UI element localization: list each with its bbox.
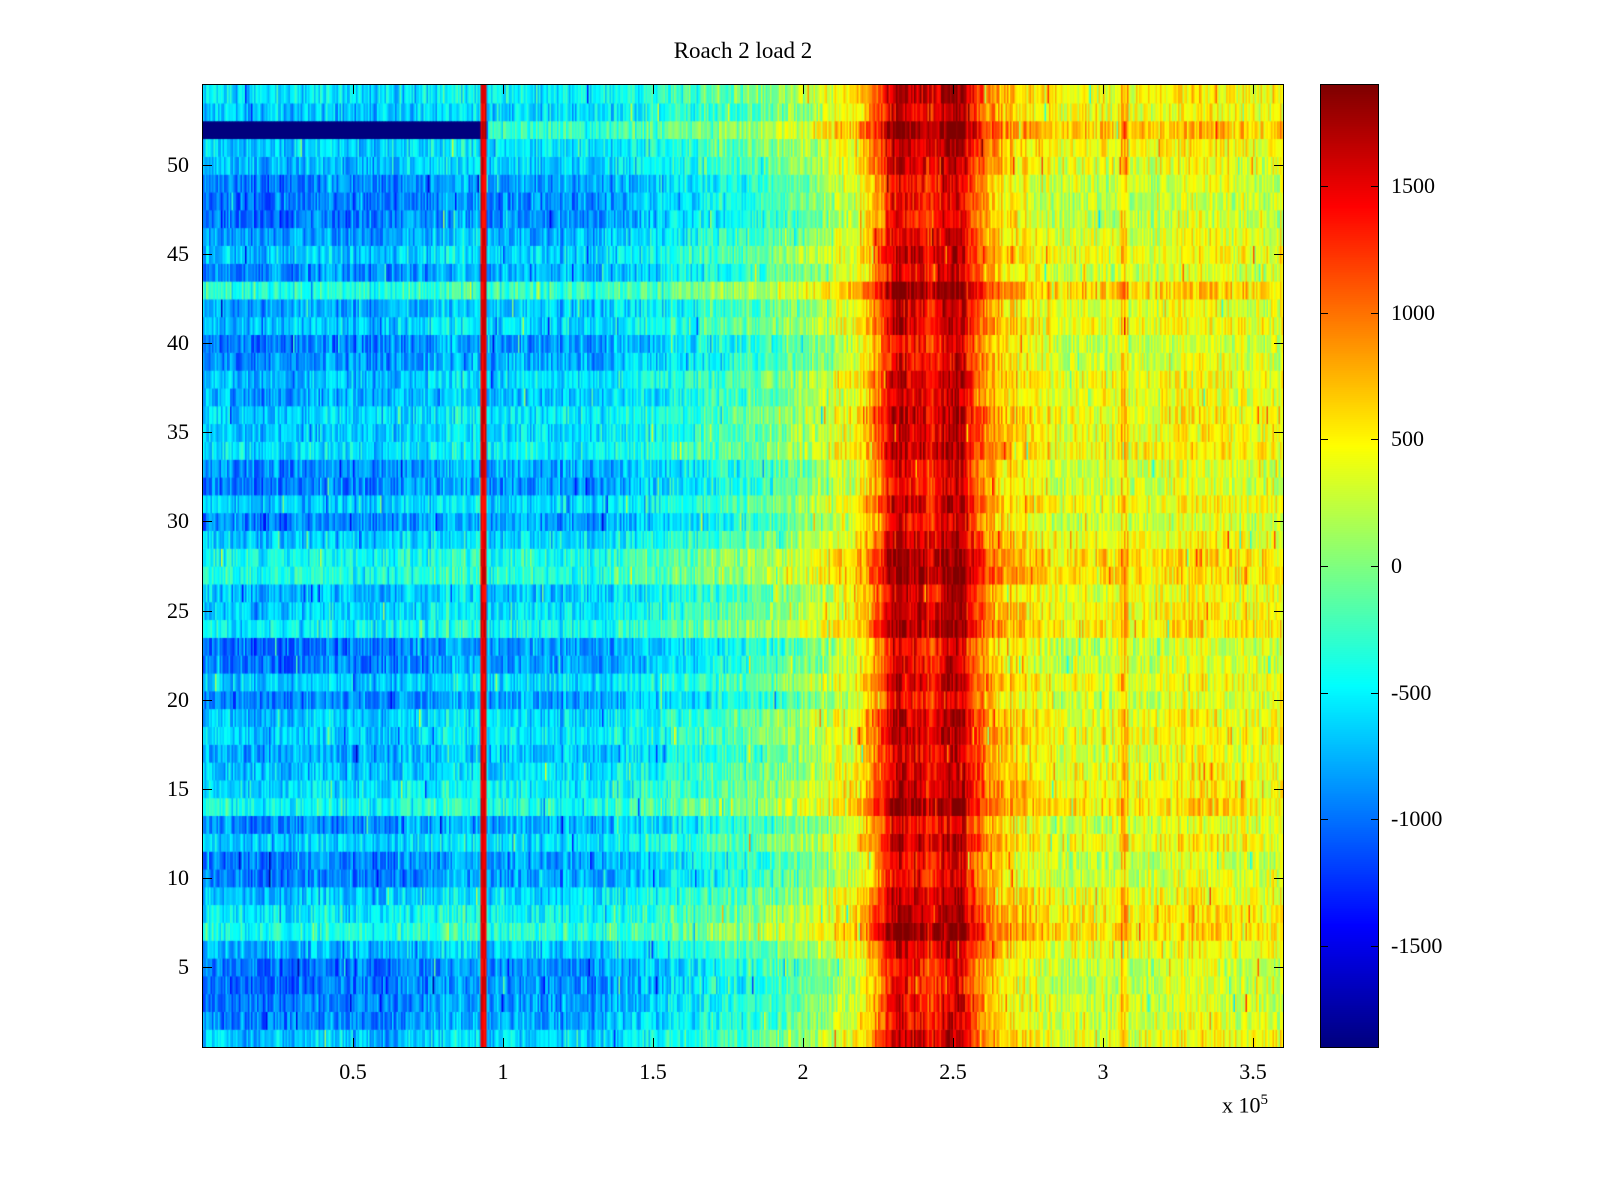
colorbar-tick-label: -1000 [1391,806,1443,832]
y-tick-label: 50 [167,152,189,178]
colorbar-tick-label: 500 [1391,426,1424,452]
x-tick-label: 1.5 [639,1059,667,1084]
y-tick-label: 20 [167,686,189,712]
colorbar-tick-mark [1371,439,1378,441]
x-exponent-base: x 10 [1222,1092,1261,1118]
heatmap-canvas [203,85,1283,1047]
chart-title: Roach 2 load 2 [673,38,813,63]
y-tick-mark [203,966,212,968]
x-tick-mark [1253,1038,1254,1047]
y-tick-mark-right [1274,966,1283,968]
colorbar-tick-label: 0 [1391,553,1402,578]
y-tick-mark [203,788,212,790]
y-tick-mark-right [1274,521,1283,523]
colorbar-tick-mark [1371,945,1378,947]
colorbar-tick-mark [1321,186,1328,188]
colorbar-tick-mark [1321,945,1328,947]
x-exponent-power: 5 [1260,1092,1269,1108]
colorbar-tick-label: -500 [1391,679,1432,705]
x-tick-mark [803,1038,804,1047]
x-tick-mark-top [803,85,804,94]
colorbar-tick-mark [1321,566,1328,567]
y-tick-label: 40 [167,330,189,356]
colorbar-tick-mark [1371,186,1378,188]
colorbar-tick-mark [1321,692,1328,694]
y-tick-mark-right [1274,610,1283,612]
x-tick-label: 0.5 [339,1059,367,1084]
y-tick-label: 10 [167,864,189,890]
x-tick-mark-top [953,85,954,94]
y-tick-mark-right [1274,432,1283,434]
y-tick-mark-right [1274,877,1283,879]
x-tick-label: 2 [797,1059,809,1084]
colorbar-tick-mark [1371,566,1378,567]
y-tick-mark [203,877,212,879]
y-tick-label: 5 [178,953,189,979]
y-tick-mark [203,699,212,701]
colorbar-tick-mark [1371,692,1378,694]
x-tick-mark [503,1038,504,1047]
x-tick-mark-top [1103,85,1104,94]
colorbar-tick-mark [1321,819,1328,821]
colorbar-canvas [1321,85,1378,1047]
colorbar-tick-mark [1321,439,1328,441]
colorbar-tick-mark [1321,312,1328,314]
colorbar-tick-mark [1371,819,1378,821]
y-tick-mark-right [1274,165,1283,167]
y-tick-mark-right [1274,788,1283,790]
x-tick-mark [353,1038,354,1047]
y-tick-mark [203,521,212,523]
x-axis-exponent-label: x 105 [1222,1092,1268,1118]
y-tick-label: 25 [167,597,189,623]
colorbar-tick-label: 1000 [1391,299,1435,325]
x-tick-label: 1 [497,1059,509,1084]
x-tick-label: 3.5 [1239,1059,1267,1084]
y-tick-mark [203,343,212,345]
y-tick-label: 30 [167,508,189,534]
heatmap-plot [202,84,1284,1048]
x-tick-mark-top [1253,85,1254,94]
y-tick-mark [203,254,212,256]
x-tick-mark [953,1038,954,1047]
colorbar-tick-label: -1500 [1391,932,1443,958]
y-tick-mark [203,432,212,434]
x-tick-label: 2.5 [939,1059,967,1084]
y-tick-label: 15 [167,775,189,801]
colorbar-tick-mark [1371,312,1378,314]
x-tick-mark-top [353,85,354,94]
y-tick-mark-right [1274,699,1283,701]
y-tick-mark [203,610,212,612]
y-tick-mark-right [1274,254,1283,256]
colorbar-tick-label: 1500 [1391,173,1435,199]
colorbar [1320,84,1379,1048]
x-tick-mark [653,1038,654,1047]
x-tick-mark-top [503,85,504,94]
x-tick-mark [1103,1038,1104,1047]
x-tick-label: 3 [1097,1059,1109,1084]
x-tick-mark-top [653,85,654,94]
y-tick-mark-right [1274,343,1283,345]
y-tick-mark [203,165,212,167]
y-tick-label: 45 [167,241,189,267]
y-tick-label: 35 [167,419,189,445]
